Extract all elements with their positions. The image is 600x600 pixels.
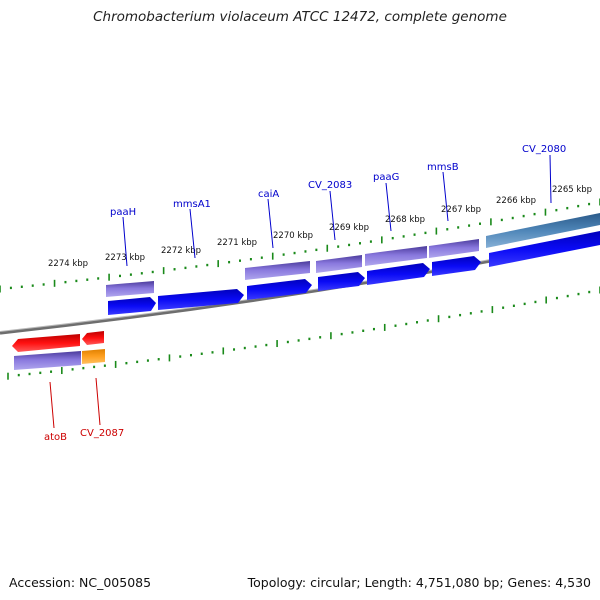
gene-label-paaG[interactable]: paaG <box>373 172 399 183</box>
cds-atoB[interactable] <box>12 334 80 352</box>
feature-CV-2080[interactable] <box>486 213 600 248</box>
feature-paaG[interactable] <box>365 246 427 266</box>
accession-text: Accession: NC_005085 <box>9 575 152 590</box>
kbp-label: 2269 kbp <box>329 223 369 233</box>
cds-paaH[interactable] <box>108 297 156 315</box>
gene-label-mmsB[interactable]: mmsB <box>427 162 459 173</box>
kbp-label: 2274 kbp <box>48 259 88 269</box>
topology-summary-text: Topology: circular; Length: 4,751,080 bp… <box>247 575 591 590</box>
kbp-label: 2268 kbp <box>385 215 425 225</box>
kbp-label: 2267 kbp <box>441 205 481 215</box>
kbp-label: 2273 kbp <box>105 253 145 263</box>
kbp-label: 2266 kbp <box>496 196 536 206</box>
feature-CV-2083[interactable] <box>316 255 362 273</box>
kbp-label: 2272 kbp <box>161 246 201 256</box>
feature-paaH[interactable] <box>106 281 154 297</box>
kbp-label: 2265 kbp <box>552 185 592 195</box>
kbp-label: 2270 kbp <box>273 231 313 241</box>
cds-CV-2087[interactable] <box>82 331 104 345</box>
gene-label-caiA[interactable]: caiA <box>258 189 279 200</box>
feature-mmsB[interactable] <box>429 239 479 258</box>
cds-caiA[interactable] <box>247 279 312 300</box>
feature-atoB[interactable] <box>14 351 81 370</box>
cds-mmsA1[interactable] <box>158 289 244 310</box>
gene-label-mmsA1[interactable]: mmsA1 <box>173 199 211 210</box>
map-title: Chromobacterium violaceum ATCC 12472, co… <box>93 9 507 25</box>
gene-label-paaH[interactable]: paaH <box>110 207 136 218</box>
gene-label-CV-2087[interactable]: CV_2087 <box>80 428 124 439</box>
gene-label-CV-2083[interactable]: CV_2083 <box>308 180 352 191</box>
cds-mmsB[interactable] <box>432 256 481 276</box>
tick-track-bottom <box>7 286 600 380</box>
feature-caiA[interactable] <box>245 261 310 280</box>
gene-label-CV-2080[interactable]: CV_2080 <box>522 144 566 155</box>
gene-label-atoB[interactable]: atoB <box>44 432 67 443</box>
kbp-label: 2271 kbp <box>217 238 257 248</box>
cds-CV-2083[interactable] <box>318 272 365 291</box>
tick-track-top <box>0 198 600 293</box>
feature-CV-2087[interactable] <box>82 349 105 364</box>
cds-CV-2080[interactable] <box>489 231 600 267</box>
cds-paaG[interactable] <box>367 263 430 285</box>
